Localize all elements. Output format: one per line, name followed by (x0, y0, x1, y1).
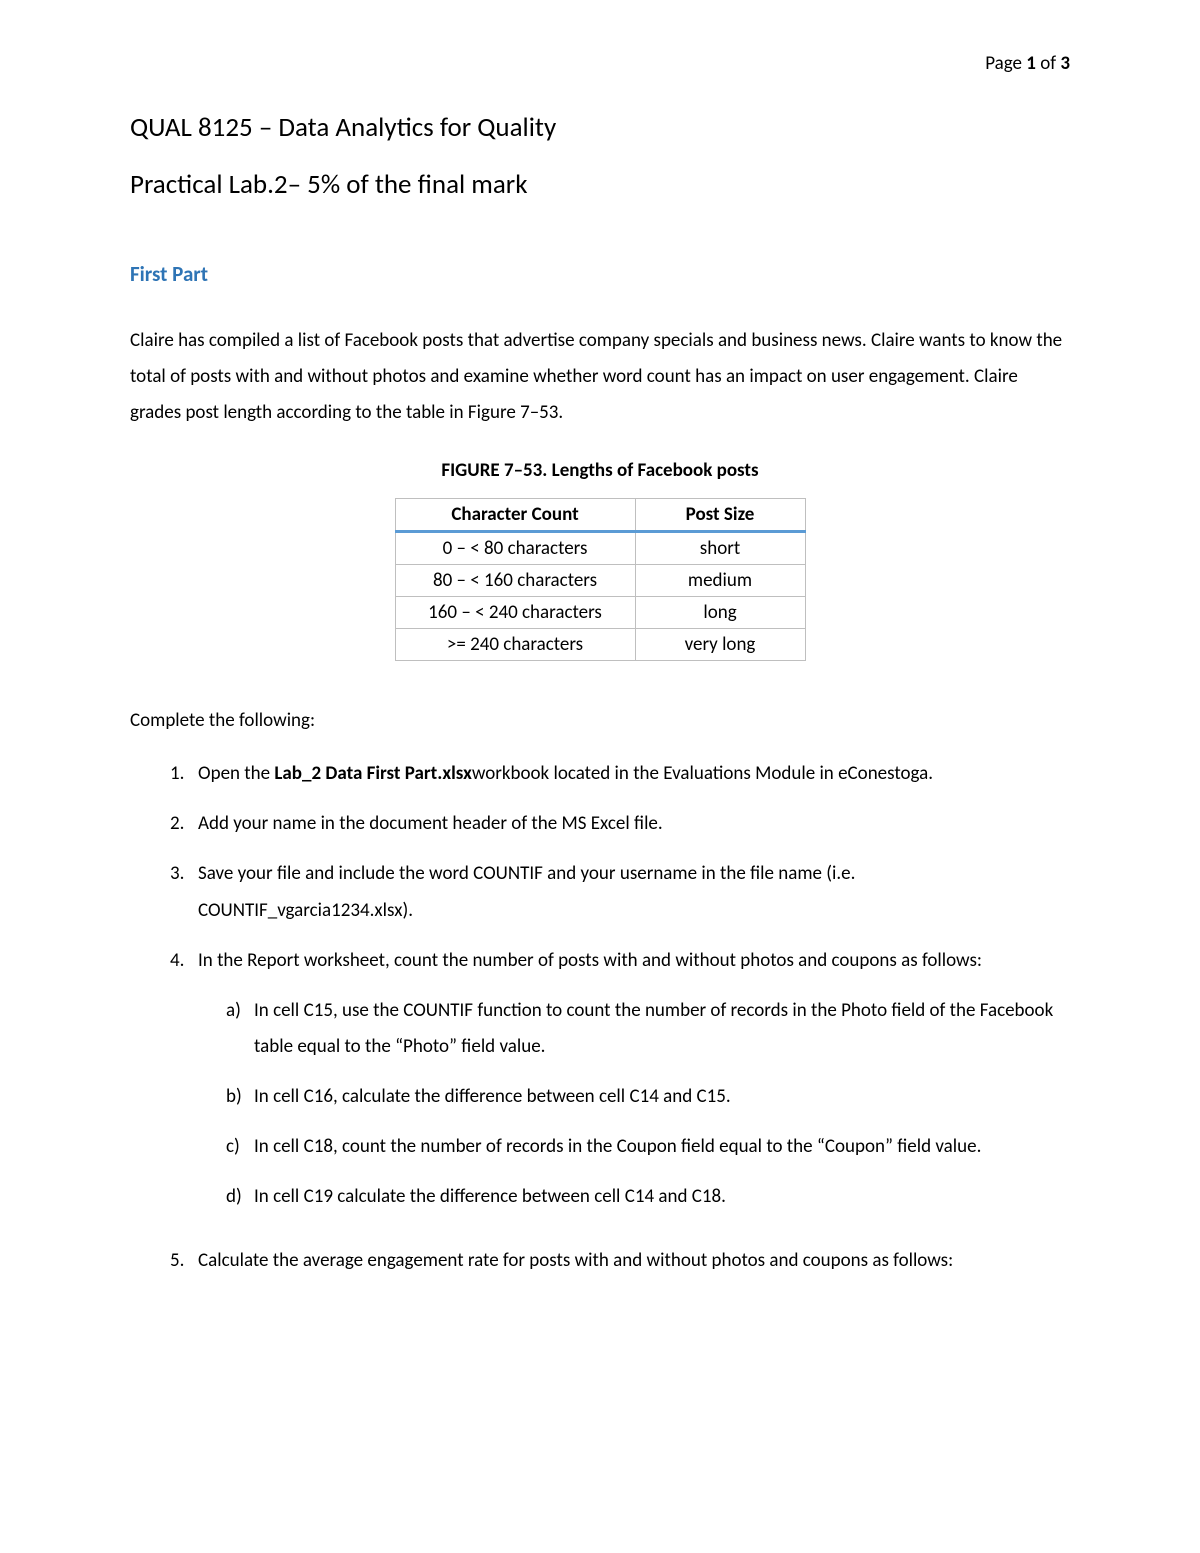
page-prefix: Page (985, 52, 1026, 75)
page-number: Page 1 of 3 (130, 52, 1070, 75)
table-header-cell: Post Size (635, 499, 805, 532)
table-row: 0 – < 80 characters short (395, 532, 805, 565)
table-cell: >= 240 characters (395, 629, 635, 661)
table-row: >= 240 characters very long (395, 629, 805, 661)
list-number: 1. (170, 756, 184, 792)
table-row: 80 – < 160 characters medium (395, 565, 805, 597)
list-item: 3. Save your file and include the word C… (170, 856, 1070, 928)
sub-list: a) In cell C15, use the COUNTIF function… (198, 993, 1070, 1215)
table-cell: medium (635, 565, 805, 597)
table-header-cell: Character Count (395, 499, 635, 532)
page: Page 1 of 3 QUAL 8125 – Data Analytics f… (0, 0, 1200, 1353)
table-row: 160 – < 240 characters long (395, 597, 805, 629)
figure-caption: FIGURE 7–53. Lengths of Facebook posts (130, 459, 1070, 482)
table-cell: long (635, 597, 805, 629)
list-text: In the Report worksheet, count the numbe… (198, 949, 982, 972)
list-text: In cell C15, use the COUNTIF function to… (254, 999, 1053, 1058)
list-text-pre: Open the (198, 762, 274, 785)
list-number: a) (226, 993, 241, 1029)
table-cell: 80 – < 160 characters (395, 565, 635, 597)
table-cell: 160 – < 240 characters (395, 597, 635, 629)
list-item: 4. In the Report worksheet, count the nu… (170, 943, 1070, 1216)
list-item: c) In cell C18, count the number of reco… (226, 1129, 1070, 1165)
list-number: 2. (170, 806, 184, 842)
figure-table-wrap: Character Count Post Size 0 – < 80 chara… (130, 498, 1070, 661)
list-number: 3. (170, 856, 184, 892)
list-text: Calculate the average engagement rate fo… (198, 1249, 953, 1272)
figure-table: Character Count Post Size 0 – < 80 chara… (395, 498, 806, 661)
list-item: 1. Open the Lab_2 Data First Part.xlsxwo… (170, 756, 1070, 792)
list-number: 4. (170, 943, 184, 979)
table-cell: 0 – < 80 characters (395, 532, 635, 565)
table-cell: short (635, 532, 805, 565)
page-current: 1 (1026, 52, 1036, 75)
table-cell: very long (635, 629, 805, 661)
page-total: 3 (1060, 52, 1070, 75)
page-sep: of (1036, 52, 1060, 75)
list-text: Add your name in the document header of … (198, 812, 663, 835)
instructions-lead: Complete the following: (130, 709, 1070, 732)
list-number: 5. (170, 1243, 184, 1279)
section-heading-first-part: First Part (130, 261, 1070, 287)
list-number: d) (226, 1179, 242, 1215)
list-item: 5. Calculate the average engagement rate… (170, 1243, 1070, 1279)
list-item: d) In cell C19 calculate the difference … (226, 1179, 1070, 1215)
intro-paragraph: Claire has compiled a list of Facebook p… (130, 323, 1070, 431)
list-text: Save your file and include the word COUN… (198, 862, 855, 921)
list-text: In cell C19 calculate the difference bet… (254, 1185, 726, 1208)
list-item: 2. Add your name in the document header … (170, 806, 1070, 842)
list-text: In cell C18, count the number of records… (254, 1135, 981, 1158)
list-number: c) (226, 1129, 240, 1165)
instructions-list: 1. Open the Lab_2 Data First Part.xlsxwo… (130, 756, 1070, 1279)
list-text-bold: Lab_2 Data First Part.xlsx (274, 762, 471, 785)
list-item: b) In cell C16, calculate the difference… (226, 1079, 1070, 1115)
document-title-line2: Practical Lab.2– 5% of the final mark (130, 168, 1070, 201)
list-item: a) In cell C15, use the COUNTIF function… (226, 993, 1070, 1065)
list-text: In cell C16, calculate the difference be… (254, 1085, 731, 1108)
table-header-row: Character Count Post Size (395, 499, 805, 532)
document-title-line1: QUAL 8125 – Data Analytics for Quality (130, 111, 1070, 144)
list-number: b) (226, 1079, 242, 1115)
list-text-after: workbook located in the Evaluations Modu… (472, 762, 933, 785)
